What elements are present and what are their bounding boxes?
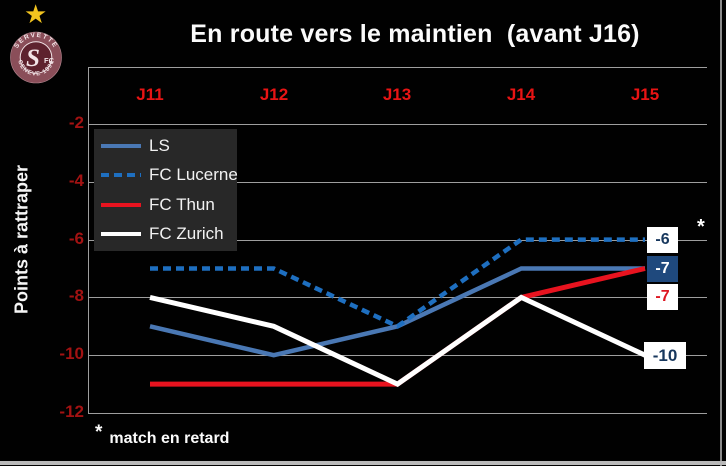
- footnote: * match en retard: [95, 423, 229, 448]
- x-tick-label: J13: [382, 85, 412, 104]
- x-tick-label: J11: [136, 85, 164, 104]
- gridline: [88, 124, 707, 125]
- legend: LS FC Lucerne FC Thun FC Zurich: [94, 129, 238, 251]
- slide-right-edge: [720, 0, 722, 466]
- lucerne-dashed-line-swatch-icon: [101, 173, 141, 178]
- y-tick-label: -10: [59, 344, 84, 363]
- y-tick-label: -6: [68, 229, 84, 248]
- legend-label: FC Lucerne: [149, 165, 238, 185]
- thun-line-swatch-icon: [101, 202, 141, 207]
- end-label-thun: -7: [647, 284, 678, 310]
- footnote-asterisk: *: [95, 422, 103, 443]
- plot-border-top: [88, 67, 707, 68]
- legend-label: LS: [149, 135, 170, 155]
- end-label-ls: -7: [647, 256, 678, 282]
- legend-label: FC Zurich: [149, 224, 224, 244]
- zurich-line-swatch-icon: [101, 232, 141, 237]
- club-crest-logo: SERVETTE GENEVE 1890 S FC: [10, 31, 62, 84]
- chart-title: En route vers le maintien (avant J16): [190, 20, 640, 48]
- legend-item-thun: FC Thun: [94, 191, 237, 219]
- end-label-lucerne: -6: [647, 227, 678, 253]
- slide-bottom-edge: [0, 461, 726, 465]
- legend-item-lucerne: FC Lucerne: [94, 161, 238, 189]
- footnote-text: match en retard: [109, 430, 230, 447]
- y-tick-label: -8: [68, 286, 84, 305]
- gridline: [88, 182, 707, 183]
- ls-line-swatch-icon: [101, 143, 141, 148]
- crest-suffix: FC: [44, 56, 55, 65]
- x-tick-label: J15: [630, 85, 660, 104]
- gold-star-icon: ★: [24, 0, 48, 29]
- crest-inner-disc: [19, 41, 53, 74]
- legend-item-zurich: FC Zurich: [94, 220, 237, 248]
- end-label-zurich: -10: [644, 342, 686, 369]
- y-tick-label: -4: [68, 171, 84, 190]
- crest-initial: S: [26, 45, 40, 72]
- y-tick-label: -2: [68, 113, 84, 132]
- gridline: [88, 355, 707, 356]
- y-tick-label: -12: [59, 402, 84, 421]
- match-en-retard-asterisk: *: [697, 216, 705, 238]
- legend-item-ls: LS: [94, 132, 237, 160]
- gridline: [88, 297, 707, 298]
- gridline: [88, 413, 707, 414]
- x-tick-label: J14: [506, 85, 536, 104]
- gridline: [88, 240, 707, 241]
- x-tick-label: J12: [259, 85, 289, 104]
- legend-label: FC Thun: [149, 194, 215, 214]
